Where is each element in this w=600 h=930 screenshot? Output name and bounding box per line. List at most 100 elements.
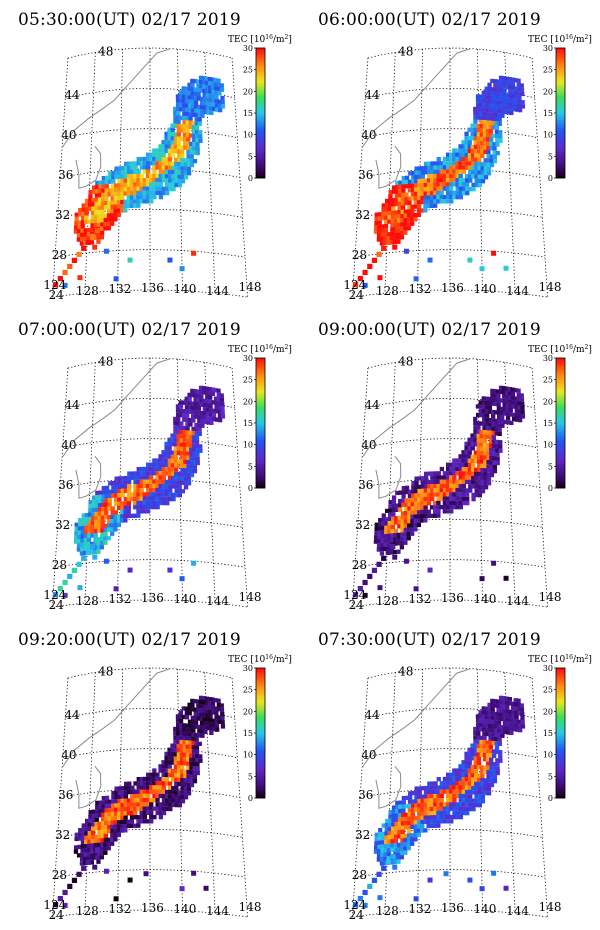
longitude-label: 136 [141,901,164,915]
colorbar-tick-label: 10 [243,751,253,760]
ryukyu-pixel [85,859,91,865]
longitude-gridline [352,677,369,918]
latitude-gridline [362,748,538,759]
colorbar-tick-label: 20 [243,707,253,716]
tec-pixels [373,75,526,246]
island-station [491,250,497,256]
ryukyu-pixel [85,549,91,555]
longitude-gridline [504,362,516,604]
tec-pixels [73,75,226,246]
island-station [377,585,383,591]
island-station [362,592,368,598]
colorbar-tick-label: 25 [543,66,553,75]
colorbar-tick-label: 20 [243,87,253,96]
panel-title: 05:30:00(UT) 02/17 2019 [18,10,241,30]
colorbar-title: TEC [1016/m2] [228,654,292,665]
latitude-gridline [60,168,240,178]
colorbar: TEC [1016/m2]30 25 20 15 10 5 0 [228,344,292,493]
ryukyu-pixel [94,227,100,234]
latitude-label: 44 [364,398,380,412]
island-station [491,870,497,876]
ryukyu-pixel [76,251,82,257]
ryukyu-pixel [385,549,391,555]
korea-coastline [375,765,402,809]
longitude-gridline [531,57,548,298]
colorbar-tick-label: 10 [543,751,553,760]
island-station [467,257,473,263]
latitude-label: 48 [398,664,413,678]
latitude-label: 36 [358,478,373,492]
longitude-gridline [477,359,483,601]
longitude-label: 144 [206,284,229,298]
ryukyu-pixel [371,877,378,883]
colorbar-tick-label: 15 [243,109,253,118]
island-station [179,886,185,892]
longitude-label: 140 [474,282,497,296]
island-station [143,871,149,877]
ryukyu-pixel [376,871,382,877]
longitude-gridline [231,677,248,918]
longitude-gridline [84,672,96,914]
island-station [127,567,133,573]
island-station [503,885,509,891]
ryukyu-pixel [352,282,359,288]
ryukyu-pixel [62,269,68,276]
longitude-label: 136 [441,281,464,295]
ryukyu-pixel [381,865,387,871]
island-station [503,265,509,271]
ryukyu-pixel [394,847,400,854]
colorbar-tick-label: 30 [543,44,553,53]
colorbar-tick-label: 5 [248,462,253,471]
island-station [127,257,133,263]
ryukyu-pixel [57,275,63,282]
longitude-label: 148 [539,900,562,914]
latitude-gridline [365,707,535,719]
tec-pixels [73,385,226,556]
latitude-label: 32 [355,208,370,222]
island-station [167,567,173,573]
island-station [392,554,398,560]
tec-pixels [73,695,226,866]
ryukyu-pixel [94,537,100,544]
colorbar-title: TEC [1016/m2] [228,34,292,45]
ryukyu-pixel [352,902,359,908]
island-station [92,554,98,560]
ryukyu-pixel [67,263,73,270]
colorbar-tick-label: 15 [243,419,253,428]
tec-map-panel-2: 06:00:00(UT) 02/17 2019 48 44 40 36 32 28 24 12… [300,0,600,310]
longitude-gridline [117,49,123,291]
latitude-gridline [67,667,233,679]
colorbar-title: TEC [1016/m2] [528,344,592,355]
island-station [503,575,509,581]
island-station [191,250,197,256]
colorbar-title: TEC [1016/m2] [228,344,292,355]
longitude-label: 124 [43,588,66,602]
latitude-label: 36 [58,788,73,802]
colorbar-tick-label: 15 [543,729,553,738]
continent-coastline [61,358,171,458]
longitude-label: 132 [408,282,431,296]
latitude-label: 28 [352,868,367,882]
latitude-label: 32 [55,518,70,532]
longitude-label: 140 [174,592,197,606]
latitude-label: 44 [364,88,380,102]
latitude-label: 48 [98,664,113,678]
latitude-gridline [360,478,540,488]
ryukyu-pixel [367,883,373,890]
ryukyu-pixel [381,245,387,251]
island-station [479,886,485,892]
longitude-gridline [204,672,216,914]
longitude-label: 128 [76,904,99,918]
latitude-label: 28 [52,868,67,882]
island-station [491,560,497,566]
longitude-gridline [384,52,396,294]
longitude-label: 132 [108,902,131,916]
colorbar-tick-label: 20 [543,707,553,716]
colorbar-tick-label: 25 [243,686,253,695]
longitude-gridline [504,672,516,914]
colorbar-tick-label: 5 [248,152,253,161]
latitude-label: 44 [64,398,80,412]
longitude-label: 132 [408,902,431,916]
longitude-label: 128 [376,904,399,918]
longitude-gridline [117,669,123,911]
